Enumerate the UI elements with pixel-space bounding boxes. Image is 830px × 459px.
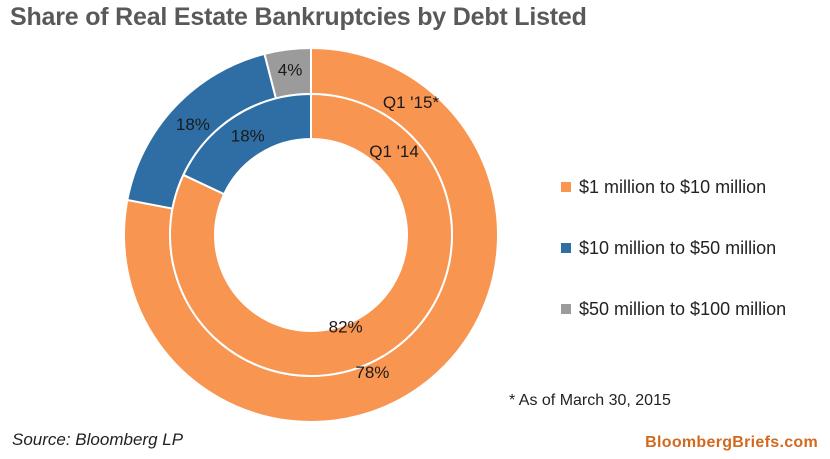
- outer-ring-name-label: Q1 '15*: [383, 93, 440, 112]
- legend-label: $10 million to $50 million: [579, 237, 777, 258]
- outer-value-label: 4%: [278, 60, 303, 79]
- inner-ring-name-label: Q1 '14: [369, 142, 419, 161]
- brand-logo-text: BloombergBriefs.com: [645, 434, 818, 451]
- legend-swatch: [561, 182, 571, 192]
- legend-label: $1 million to $10 million: [579, 176, 767, 197]
- source-note: Source: Bloomberg LP: [12, 430, 184, 449]
- inner-ring-slice: [169, 92, 453, 377]
- inner-value-label: 82%: [329, 318, 363, 337]
- legend-swatch: [561, 243, 571, 253]
- chart-title: Share of Real Estate Bankruptcies by Deb…: [10, 3, 587, 31]
- legend-label: $50 million to $100 million: [579, 298, 787, 319]
- legend-swatch: [561, 304, 571, 314]
- footnote: * As of March 30, 2015: [509, 392, 671, 409]
- legend-item: $1 million to $10 million: [561, 172, 786, 202]
- inner-ring-slice: [182, 92, 312, 196]
- legend-item: $50 million to $100 million: [561, 294, 786, 324]
- chart-legend: $1 million to $10 million $10 million to…: [561, 172, 786, 355]
- outer-value-label: 78%: [355, 363, 389, 382]
- inner-value-label: 18%: [231, 126, 265, 145]
- legend-item: $10 million to $50 million: [561, 233, 786, 263]
- outer-value-label: 18%: [176, 115, 210, 134]
